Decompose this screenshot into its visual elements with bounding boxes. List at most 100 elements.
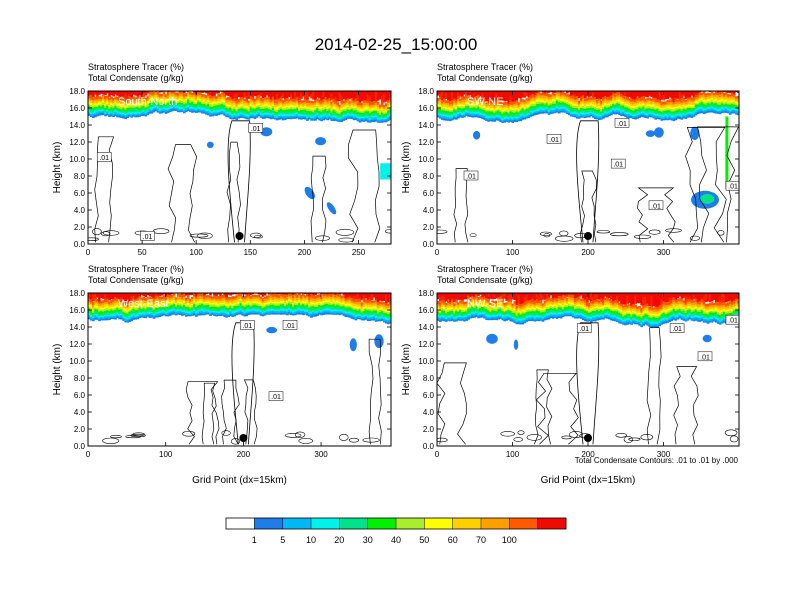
tracer-streak <box>154 293 158 297</box>
tracer-band <box>294 111 297 114</box>
tracer-band <box>678 115 682 118</box>
tracer-band <box>174 302 178 306</box>
tracer-band <box>227 115 230 118</box>
tracer-band <box>571 115 575 117</box>
tracer-band <box>716 104 720 107</box>
tracer-band <box>376 108 380 111</box>
tracer-band <box>485 109 488 112</box>
tracer-band <box>229 99 233 103</box>
tracer-band <box>164 306 168 310</box>
tracer-band <box>644 110 647 113</box>
tracer-band <box>620 110 623 113</box>
tracer-blob <box>206 141 214 148</box>
tracer-streak <box>128 94 132 98</box>
tracer-column-top <box>509 91 513 102</box>
tracer-band <box>132 317 136 320</box>
tracer-band <box>523 116 527 119</box>
tracer-band <box>310 308 313 312</box>
tracer-band <box>197 313 200 316</box>
tracer-band <box>140 108 144 112</box>
tracer-band <box>342 106 346 109</box>
tracer-band <box>233 302 237 305</box>
tracer-band <box>666 117 670 119</box>
tracer-column-top <box>682 91 686 96</box>
tracer-band <box>178 303 182 306</box>
condensate-low-cloud <box>648 229 661 235</box>
tracer-column-top <box>142 293 146 297</box>
tracer-streak <box>255 96 259 101</box>
tracer-band <box>588 115 591 118</box>
tracer-band <box>245 113 249 117</box>
tracer-band <box>156 110 160 113</box>
tracer-band <box>120 310 123 314</box>
tracer-band <box>686 111 690 114</box>
tracer-band <box>316 310 319 313</box>
tracer-band <box>300 107 303 110</box>
tracer-band <box>281 296 285 300</box>
tracer-band <box>265 307 269 310</box>
tracer-band <box>710 108 714 111</box>
tracer-band <box>186 310 190 314</box>
tracer-band <box>132 315 136 318</box>
tracer-band <box>106 318 109 321</box>
tracer-band <box>670 101 674 105</box>
tracer-band <box>585 115 589 118</box>
condensate-contour <box>94 136 115 243</box>
tracer-band <box>324 312 327 315</box>
tracer-band <box>199 300 202 303</box>
tracer-band <box>346 116 350 119</box>
tracer-band <box>225 315 228 318</box>
tracer-streak <box>525 93 529 97</box>
tracer-band <box>255 110 259 113</box>
tracer-band <box>654 115 658 119</box>
tracer-band <box>545 102 549 106</box>
tracer-column-top <box>166 91 170 93</box>
tracer-band <box>259 298 263 301</box>
tracer-band <box>255 305 259 308</box>
tracer-band <box>513 101 517 104</box>
tracer-band <box>237 103 241 106</box>
y-tick-label: 18.0 <box>418 87 434 96</box>
tracer-band <box>656 113 660 116</box>
tracer-band <box>660 115 664 118</box>
tracer-band <box>104 303 107 307</box>
tracer-band <box>235 105 239 108</box>
tracer-band <box>170 109 174 112</box>
tracer-band <box>294 115 297 117</box>
tracer-band <box>166 296 170 299</box>
tracer-band <box>116 310 119 313</box>
tracer-band <box>110 313 113 317</box>
tracer-band <box>176 92 180 96</box>
tracer-band <box>569 113 573 115</box>
tracer-band <box>507 103 511 106</box>
tracer-band <box>122 99 125 103</box>
tracer-band <box>285 106 289 110</box>
tracer-band <box>485 115 488 118</box>
tracer-band <box>648 97 652 100</box>
tracer-band <box>158 111 162 114</box>
tracer-band <box>310 313 313 316</box>
tracer-column-top <box>577 91 581 98</box>
tracer-band <box>176 304 180 307</box>
tracer-band <box>136 297 140 301</box>
tracer-band <box>235 313 239 316</box>
tracer-band <box>338 113 342 117</box>
tracer-band <box>263 108 267 112</box>
tracer-band <box>612 105 615 108</box>
tracer-band <box>447 116 450 120</box>
tracer-band <box>132 114 136 117</box>
contour-label-box <box>96 152 112 162</box>
tracer-band <box>533 101 537 105</box>
tracer-band <box>277 109 281 112</box>
tracer-band <box>447 115 450 117</box>
tracer-band <box>700 101 704 105</box>
tracer-column-top <box>499 91 503 101</box>
tracer-band <box>581 103 585 107</box>
tracer-band <box>114 100 117 102</box>
tracer-band <box>654 107 658 110</box>
tracer-band <box>199 100 202 103</box>
tracer-band <box>265 112 269 115</box>
tracer-band <box>283 302 287 305</box>
tracer-band <box>225 303 228 306</box>
tracer-column-top <box>501 91 505 101</box>
